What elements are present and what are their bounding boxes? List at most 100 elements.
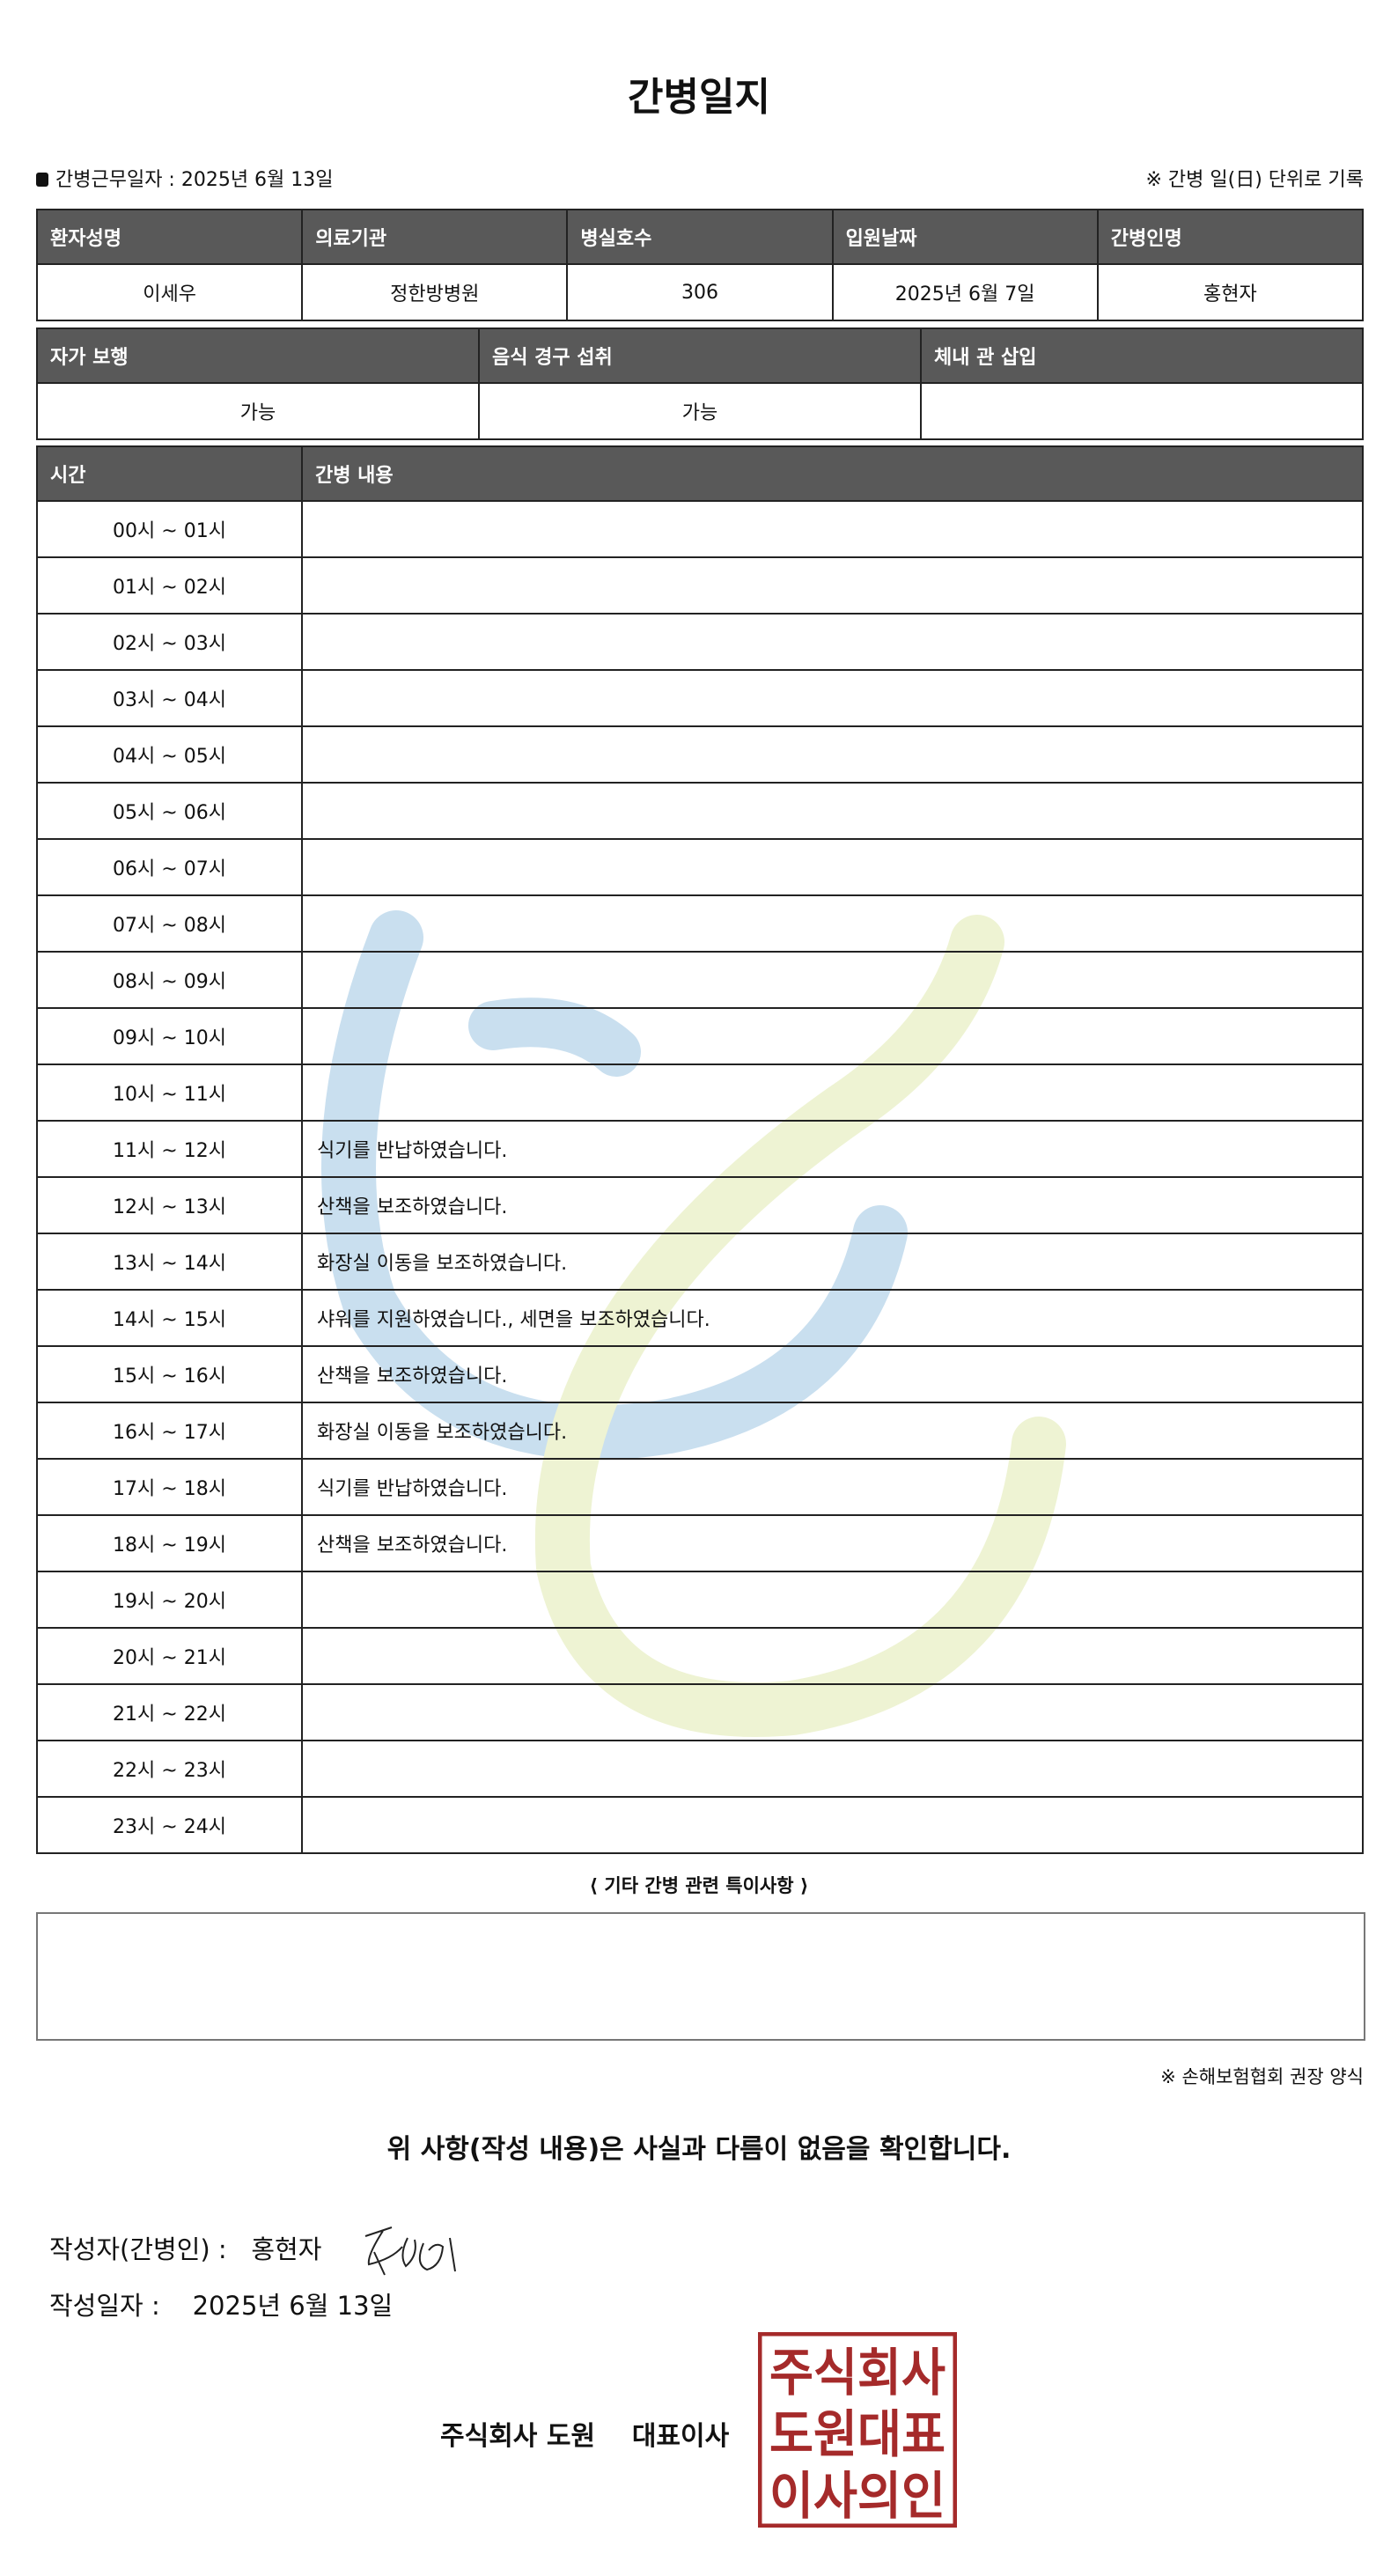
log-time: 17시 ~ 18시 [36, 1458, 303, 1516]
status-table: 자가 보행 음식 경구 섭취 체내 관 삽입 가능 가능 [36, 328, 1364, 440]
log-time: 12시 ~ 13시 [36, 1176, 303, 1234]
special-notes-title: ⟨ 기타 간병 관련 특이사항 ⟩ [589, 1875, 809, 1896]
special-notes-box[interactable] [36, 1912, 1365, 2041]
log-content[interactable]: 화장실 이동을 보조하였습니다. [301, 1402, 1364, 1460]
page-title: 간병일지 [628, 75, 770, 120]
log-time: 18시 ~ 19시 [36, 1514, 303, 1572]
log-content[interactable] [301, 725, 1364, 784]
company-line: 주식회사 도원 대표이사 [440, 2414, 729, 2453]
info-value-1[interactable]: 정한방병원 [301, 263, 569, 321]
info-header-4: 간병인명 [1096, 209, 1365, 265]
log-time: 03시 ~ 04시 [36, 669, 303, 727]
info-value-0[interactable]: 이세우 [35, 263, 304, 321]
company-role: 대표이사 [631, 2421, 730, 2452]
log-content[interactable] [301, 1064, 1364, 1122]
log-time: 23시 ~ 24시 [36, 1796, 303, 1854]
work-date: 간병근무일자 : 2025년 6월 13일 [36, 164, 334, 192]
status-header-1: 음식 경구 섭취 [478, 328, 922, 384]
log-content[interactable]: 산책을 보조하였습니다. [301, 1345, 1364, 1403]
log-header-time: 시간 [36, 445, 303, 502]
log-content[interactable] [301, 1683, 1364, 1741]
info-value-4[interactable]: 홍현자 [1096, 263, 1365, 321]
log-row: 17시 ~ 18시 식기를 반납하였습니다. [36, 1458, 1364, 1516]
writer-label: 작성자(간병인) : [49, 2234, 227, 2264]
log-time: 15시 ~ 16시 [36, 1345, 303, 1403]
written-date-label: 작성일자 : [49, 2291, 160, 2321]
log-row: 20시 ~ 21시 [36, 1627, 1364, 1685]
log-row: 14시 ~ 15시 샤워를 지원하였습니다., 세면을 보조하였습니다. [36, 1289, 1364, 1347]
confirm-text: 위 사항(작성 내용)은 사실과 다름이 없음을 확인합니다. [386, 2134, 1012, 2165]
log-row: 12시 ~ 13시 산책을 보조하였습니다. [36, 1176, 1364, 1234]
log-content[interactable] [301, 1740, 1364, 1798]
square-bullet-icon [36, 173, 48, 187]
log-time: 01시 ~ 02시 [36, 556, 303, 615]
log-time: 09시 ~ 10시 [36, 1007, 303, 1065]
log-content[interactable]: 산책을 보조하였습니다. [301, 1514, 1364, 1572]
log-content[interactable] [301, 894, 1364, 953]
log-row: 08시 ~ 09시 [36, 951, 1364, 1009]
signature [364, 2226, 456, 2276]
log-time: 20시 ~ 21시 [36, 1627, 303, 1685]
status-value-2[interactable] [920, 382, 1364, 440]
log-content[interactable]: 산책을 보조하였습니다. [301, 1176, 1364, 1234]
log-header-content: 간병 내용 [301, 445, 1364, 502]
log-row: 18시 ~ 19시 산책을 보조하였습니다. [36, 1514, 1364, 1572]
log-content[interactable]: 식기를 반납하였습니다. [301, 1458, 1364, 1516]
log-table: 시간 간병 내용 00시 ~ 01시 01시 ~ 02시 02시 ~ 03시 03시 ~… [36, 445, 1364, 1854]
log-time: 05시 ~ 06시 [36, 782, 303, 840]
log-time: 21시 ~ 22시 [36, 1683, 303, 1741]
log-time: 07시 ~ 08시 [36, 894, 303, 953]
log-row: 03시 ~ 04시 [36, 669, 1364, 727]
log-content[interactable] [301, 1571, 1364, 1629]
writer-line: 작성자(간병인) : 홍현자 [49, 2220, 497, 2282]
log-content[interactable]: 화장실 이동을 보조하였습니다. [301, 1233, 1364, 1291]
log-content[interactable] [301, 1796, 1364, 1854]
log-content[interactable] [301, 669, 1364, 727]
log-row: 06시 ~ 07시 [36, 838, 1364, 896]
info-value-2[interactable]: 306 [566, 263, 834, 321]
writer-name: 홍현자 [251, 2234, 322, 2264]
log-time: 11시 ~ 12시 [36, 1120, 303, 1178]
status-header-0: 자가 보행 [36, 328, 480, 384]
info-value-3[interactable]: 2025년 6월 7일 [831, 263, 1099, 321]
log-row: 15시 ~ 16시 산책을 보조하였습니다. [36, 1345, 1364, 1403]
header-line: 간병근무일자 : 2025년 6월 13일 ※ 간병 일(日) 단위로 기록 [36, 164, 1364, 192]
log-content[interactable]: 샤워를 지원하였습니다., 세면을 보조하였습니다. [301, 1289, 1364, 1347]
log-time: 02시 ~ 03시 [36, 613, 303, 671]
log-time: 08시 ~ 09시 [36, 951, 303, 1009]
log-row: 01시 ~ 02시 [36, 556, 1364, 615]
log-row: 05시 ~ 06시 [36, 782, 1364, 840]
log-time: 10시 ~ 11시 [36, 1064, 303, 1122]
log-row: 02시 ~ 03시 [36, 613, 1364, 671]
log-row: 10시 ~ 11시 [36, 1064, 1364, 1122]
log-content[interactable] [301, 1007, 1364, 1065]
svg-text:주식회사: 주식회사 [769, 2343, 945, 2403]
log-content[interactable] [301, 951, 1364, 1009]
log-content[interactable] [301, 500, 1364, 558]
log-time: 06시 ~ 07시 [36, 838, 303, 896]
log-row: 16시 ~ 17시 화장실 이동을 보조하였습니다. [36, 1402, 1364, 1460]
log-row: 04시 ~ 05시 [36, 725, 1364, 784]
log-content[interactable] [301, 1627, 1364, 1685]
log-time: 00시 ~ 01시 [36, 500, 303, 558]
status-value-0[interactable]: 가능 [36, 382, 480, 440]
log-content[interactable] [301, 556, 1364, 615]
log-row: 00시 ~ 01시 [36, 500, 1364, 558]
log-content[interactable] [301, 838, 1364, 896]
log-time: 22시 ~ 23시 [36, 1740, 303, 1798]
status-value-1[interactable]: 가능 [478, 382, 922, 440]
log-time: 14시 ~ 15시 [36, 1289, 303, 1347]
log-row: 09시 ~ 10시 [36, 1007, 1364, 1065]
written-date-line: 작성일자 : 2025년 6월 13일 [49, 2285, 393, 2322]
log-time: 16시 ~ 17시 [36, 1402, 303, 1460]
log-row: 23시 ~ 24시 [36, 1796, 1364, 1854]
log-content[interactable] [301, 613, 1364, 671]
log-time: 13시 ~ 14시 [36, 1233, 303, 1291]
log-content[interactable] [301, 782, 1364, 840]
info-header-2: 병실호수 [566, 209, 834, 265]
company-seal: 주식회사 도원대표 이사의인 [758, 2332, 957, 2528]
written-date-value: 2025년 6월 13일 [192, 2291, 394, 2321]
log-content[interactable]: 식기를 반납하였습니다. [301, 1120, 1364, 1178]
form-note: ※ 손해보험협회 권장 양식 [1160, 2066, 1364, 2087]
info-header-3: 입원날짜 [831, 209, 1099, 265]
